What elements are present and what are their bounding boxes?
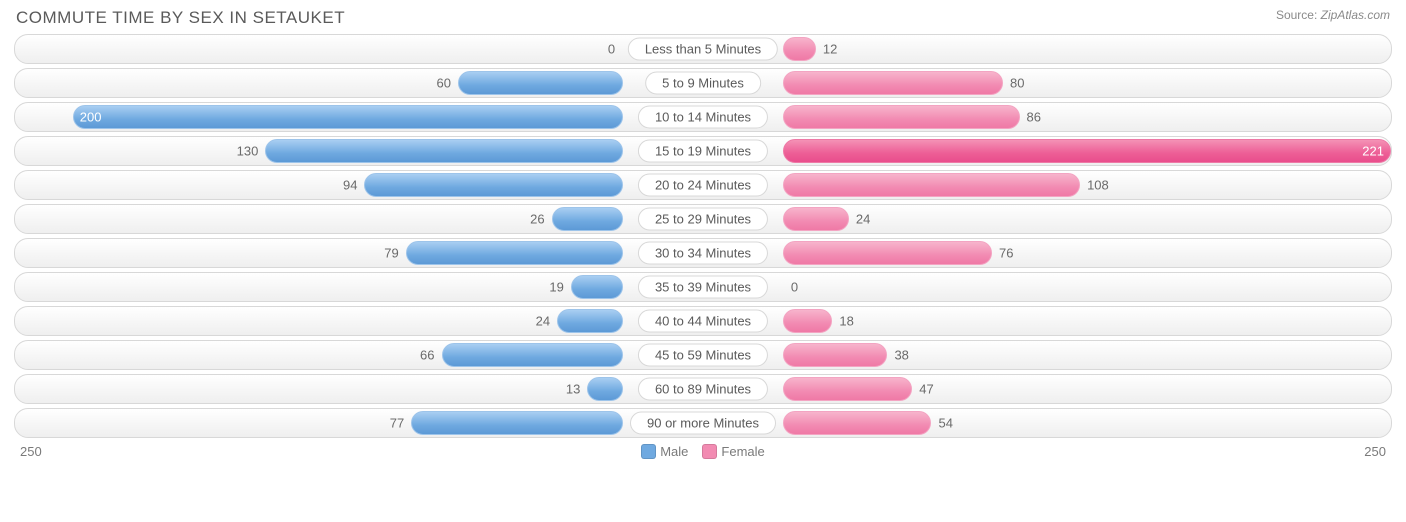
value-male: 66 — [420, 348, 442, 363]
value-female: 108 — [1079, 178, 1109, 193]
bar-female: 54 — [783, 411, 932, 435]
value-male: 130 — [237, 144, 267, 159]
chart-row: 26 24 25 to 29 Minutes — [14, 204, 1392, 234]
category-pill: 40 to 44 Minutes — [638, 310, 768, 333]
value-male: 77 — [390, 416, 412, 431]
value-female: 38 — [886, 348, 908, 363]
chart-row: 130 221 15 to 19 Minutes — [14, 136, 1392, 166]
value-male: 26 — [530, 212, 552, 227]
chart-row: 13 47 60 to 89 Minutes — [14, 374, 1392, 404]
legend-label-male: Male — [660, 444, 688, 459]
legend-swatch-male — [641, 444, 656, 459]
bar-male: 24 — [557, 309, 623, 333]
chart-row: 19 0 35 to 39 Minutes — [14, 272, 1392, 302]
bar-male: 200 — [73, 105, 623, 129]
category-pill: Less than 5 Minutes — [628, 38, 778, 61]
bar-female: 38 — [783, 343, 888, 367]
chart-row: 24 18 40 to 44 Minutes — [14, 306, 1392, 336]
chart-row: 66 38 45 to 59 Minutes — [14, 340, 1392, 370]
value-male: 94 — [343, 178, 365, 193]
category-pill: 90 or more Minutes — [630, 412, 776, 435]
category-pill: 25 to 29 Minutes — [638, 208, 768, 231]
bar-male: 79 — [406, 241, 623, 265]
value-female: 80 — [1002, 76, 1024, 91]
source-label: Source: — [1276, 8, 1317, 22]
chart-row: 60 80 5 to 9 Minutes — [14, 68, 1392, 98]
chart-row: 79 76 30 to 34 Minutes — [14, 238, 1392, 268]
source-value: ZipAtlas.com — [1321, 8, 1390, 22]
value-male: 79 — [384, 246, 406, 261]
category-pill: 15 to 19 Minutes — [638, 140, 768, 163]
bar-male: 26 — [552, 207, 624, 231]
value-male: 60 — [437, 76, 459, 91]
axis-right-max: 250 — [1364, 444, 1386, 459]
value-male: 200 — [80, 110, 102, 125]
bar-female: 76 — [783, 241, 992, 265]
category-pill: 30 to 34 Minutes — [638, 242, 768, 265]
value-female: 86 — [1019, 110, 1041, 125]
category-pill: 5 to 9 Minutes — [645, 72, 761, 95]
bar-male: 66 — [442, 343, 624, 367]
category-pill: 20 to 24 Minutes — [638, 174, 768, 197]
bar-male: 19 — [571, 275, 623, 299]
value-female: 221 — [1362, 144, 1384, 159]
bar-female: 18 — [783, 309, 833, 333]
chart-title: COMMUTE TIME BY SEX IN SETAUKET — [16, 8, 345, 28]
value-female: 0 — [783, 280, 798, 295]
category-pill: 10 to 14 Minutes — [638, 106, 768, 129]
bar-female: 108 — [783, 173, 1080, 197]
bar-male: 13 — [587, 377, 623, 401]
diverging-bar-chart: 012Less than 5 Minutes60805 to 9 Minutes… — [14, 34, 1392, 438]
bar-male: 94 — [364, 173, 623, 197]
axis-left-max: 250 — [20, 444, 42, 459]
value-male: 24 — [536, 314, 558, 329]
value-male: 13 — [566, 382, 588, 397]
legend-item-female: Female — [702, 444, 764, 459]
value-female: 76 — [991, 246, 1013, 261]
legend-label-female: Female — [721, 444, 764, 459]
bar-male: 60 — [458, 71, 623, 95]
value-female: 12 — [815, 42, 837, 57]
bar-female: 86 — [783, 105, 1020, 129]
bar-male: 130 — [265, 139, 623, 163]
chart-row: 94 108 20 to 24 Minutes — [14, 170, 1392, 200]
legend-item-male: Male — [641, 444, 688, 459]
chart-source: Source: ZipAtlas.com — [1276, 8, 1390, 22]
value-male: 19 — [549, 280, 571, 295]
chart-row: 012Less than 5 Minutes — [14, 34, 1392, 64]
chart-row: 200 86 10 to 14 Minutes — [14, 102, 1392, 132]
chart-legend: Male Female — [641, 444, 765, 459]
chart-header: COMMUTE TIME BY SEX IN SETAUKET Source: … — [14, 8, 1392, 28]
legend-swatch-female — [702, 444, 717, 459]
value-female: 47 — [911, 382, 933, 397]
bar-female: 24 — [783, 207, 849, 231]
value-male: 0 — [608, 42, 623, 57]
value-female: 54 — [930, 416, 952, 431]
category-pill: 35 to 39 Minutes — [638, 276, 768, 299]
value-female: 24 — [848, 212, 870, 227]
bar-female: 12 — [783, 37, 816, 61]
category-pill: 45 to 59 Minutes — [638, 344, 768, 367]
chart-axis: 250 Male Female 250 — [14, 442, 1392, 459]
value-female: 18 — [831, 314, 853, 329]
category-pill: 60 to 89 Minutes — [638, 378, 768, 401]
bar-female: 47 — [783, 377, 912, 401]
bar-female: 221 — [783, 139, 1391, 163]
bar-male: 77 — [411, 411, 623, 435]
bar-female: 80 — [783, 71, 1003, 95]
chart-row: 77 54 90 or more Minutes — [14, 408, 1392, 438]
